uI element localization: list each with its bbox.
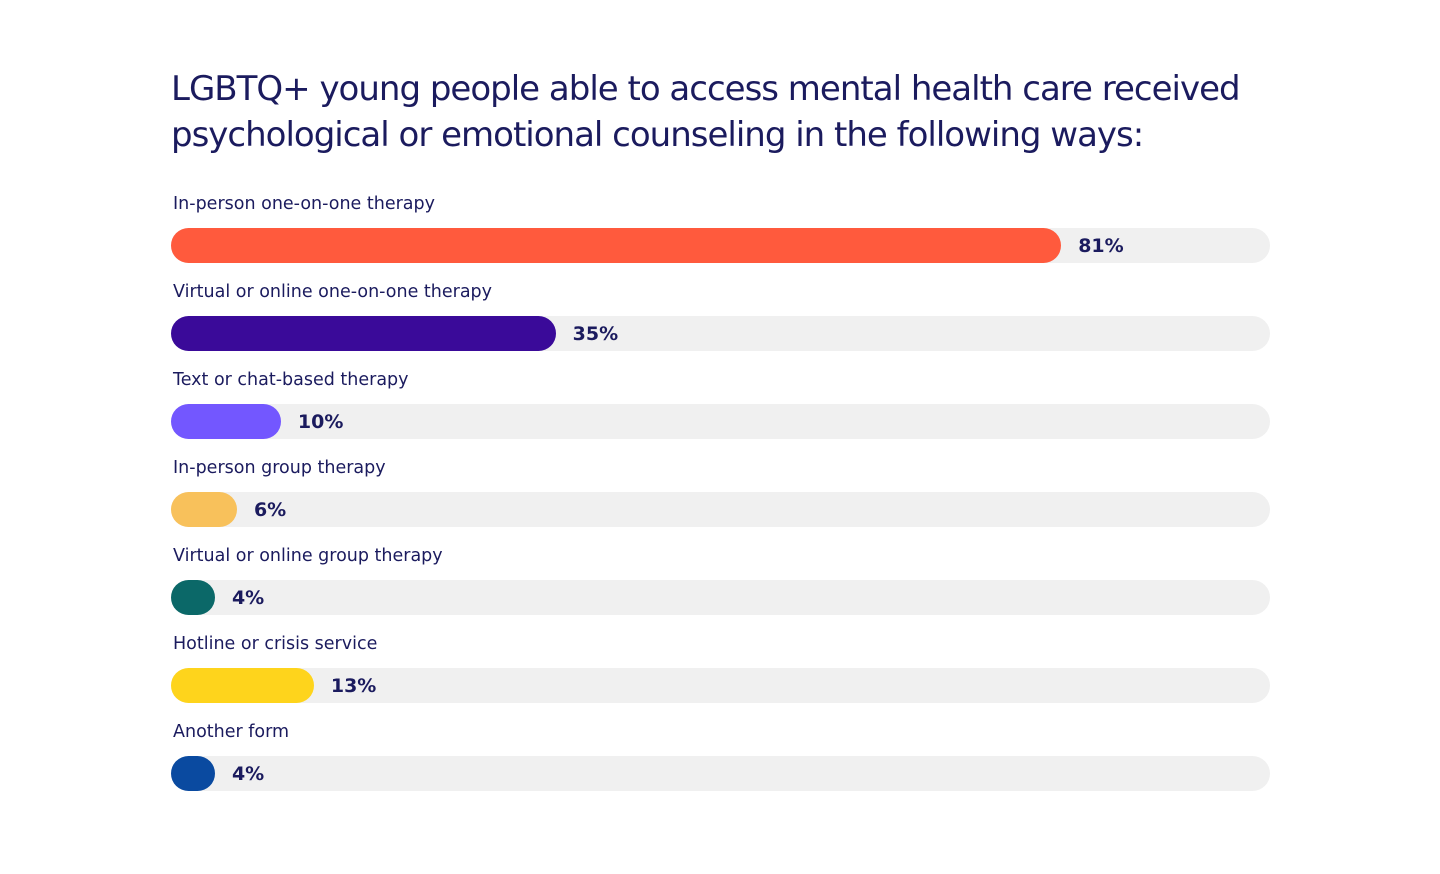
category-label: In-person group therapy [173, 458, 386, 478]
bar [171, 580, 215, 615]
bar-track: 4% [171, 580, 1270, 615]
bar-row: Text or chat-based therapy 10% [171, 366, 1271, 454]
category-label: In-person one-on-one therapy [173, 194, 435, 214]
category-label: Virtual or online one-on-one therapy [173, 282, 493, 302]
bar-chart: LGBTQ+ young people able to access menta… [171, 66, 1271, 791]
value-label: 81% [1078, 235, 1124, 257]
category-label: Hotline or crisis service [173, 634, 378, 654]
bar-track: 6% [171, 492, 1270, 527]
category-label: Text or chat-based therapy [173, 370, 409, 390]
bar-row: Virtual or online one-on-one therapy 35% [171, 278, 1271, 366]
value-label: 13% [330, 675, 377, 697]
bar-row: Hotline or crisis service 13% [171, 630, 1271, 718]
bar [171, 756, 215, 791]
chart-title: LGBTQ+ young people able to access menta… [171, 69, 1241, 155]
bar [171, 668, 314, 703]
value-label: 4% [231, 763, 265, 785]
category-label: Virtual or online group therapy [173, 546, 443, 566]
category-label: Another form [173, 722, 290, 742]
bar-rows: In-person one-on-one therapy 81% Virtual o… [171, 190, 1271, 806]
bar-track: 4% [171, 756, 1270, 791]
bar [171, 316, 556, 351]
bar [171, 492, 237, 527]
bar-track: 13% [171, 668, 1270, 703]
bar-row: In-person group therapy 6% [171, 454, 1271, 542]
bar-track: 10% [171, 404, 1270, 439]
bar-track: 81% [171, 228, 1270, 263]
value-label: 4% [231, 587, 265, 609]
bar [171, 228, 1062, 263]
value-label: 35% [572, 323, 619, 345]
value-label: 6% [253, 499, 287, 521]
bar [171, 404, 281, 439]
bar-track: 35% [171, 316, 1270, 351]
bar-row: Another form 4% [171, 718, 1271, 806]
bar-row: In-person one-on-one therapy 81% [171, 190, 1271, 278]
value-label: 10% [297, 411, 344, 433]
bar-row: Virtual or online group therapy 4% [171, 542, 1271, 630]
